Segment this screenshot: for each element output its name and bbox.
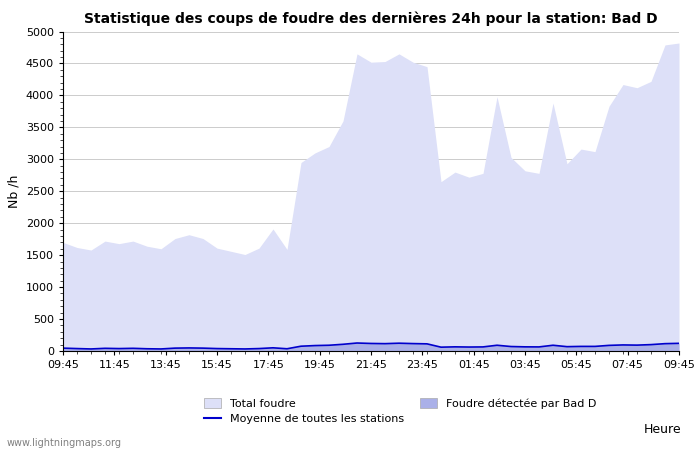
Y-axis label: Nb /h: Nb /h (7, 175, 20, 208)
Text: Heure: Heure (644, 423, 682, 436)
Title: Statistique des coups de foudre des dernières 24h pour la station: Bad D: Statistique des coups de foudre des dern… (84, 12, 658, 26)
Text: www.lightningmaps.org: www.lightningmaps.org (7, 438, 122, 448)
Legend: Total foudre, Moyenne de toutes les stations, Foudre détectée par Bad D: Total foudre, Moyenne de toutes les stat… (204, 398, 596, 424)
